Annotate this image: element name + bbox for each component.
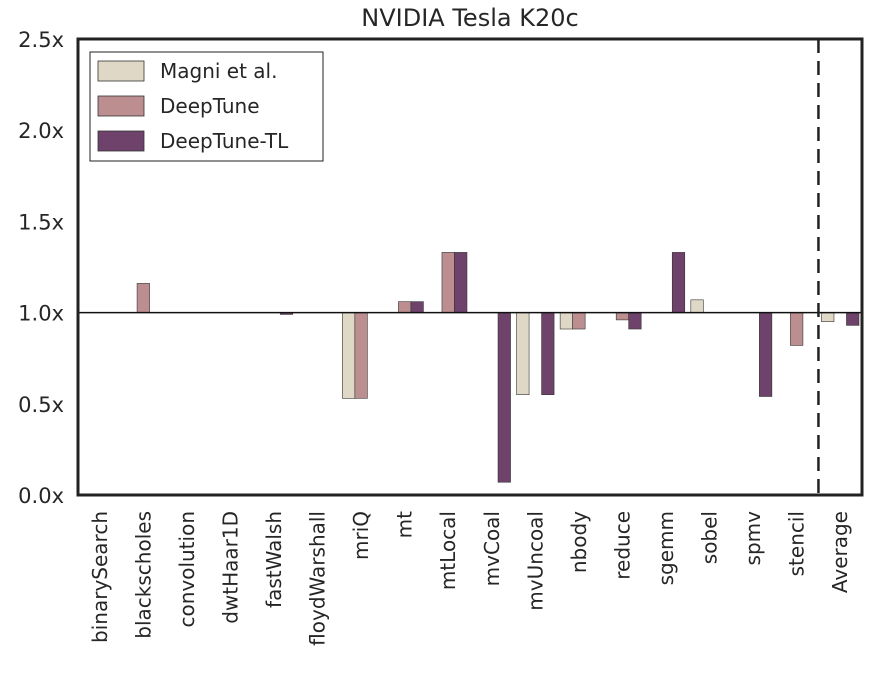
x-tick-label: nbody <box>567 511 591 573</box>
x-tick-label: mtLocal <box>436 511 460 590</box>
bar-nbody-deeptune <box>572 312 586 330</box>
bar-reduce-deeptune <box>615 312 629 321</box>
plot-frame <box>76 37 864 497</box>
bar-blackscholes-deeptune <box>136 283 150 313</box>
x-tick-label: blackscholes <box>131 511 155 639</box>
y-tick-label: 1.0x <box>18 302 64 326</box>
bar-mtLocal-deeptune-tl <box>454 252 468 313</box>
y-tick-label: 0.5x <box>18 393 64 417</box>
x-tick-label: binarySearch <box>88 511 112 643</box>
legend-label: DeepTune-TL <box>160 129 289 153</box>
x-tick-label: sgemm <box>654 511 678 585</box>
legend-swatch <box>97 130 145 152</box>
x-tick-label: Average <box>828 511 852 593</box>
bar-stencil-deeptune <box>790 312 804 346</box>
bar-mvUncoal-deeptune-tl <box>541 312 555 395</box>
x-axis-ticks: binarySearch blackscholes convolution dwtHa… <box>88 511 852 646</box>
x-tick-label: stencil <box>785 511 809 576</box>
x-tick-label: spmv <box>741 511 765 566</box>
legend-label: DeepTune <box>160 94 260 118</box>
bar-reduce-deeptune-tl <box>628 312 642 330</box>
legend: Magni et al. DeepTune DeepTune-TL <box>89 51 324 162</box>
bar-mt-deeptune-tl <box>410 301 424 313</box>
x-tick-label: fastWalsh <box>262 511 286 608</box>
legend-swatch <box>97 95 145 117</box>
x-tick-label: convolution <box>175 511 199 628</box>
y-tick-label: 0.0x <box>18 484 64 508</box>
bar-mriQ-magni-et-al- <box>342 312 356 399</box>
x-tick-label: mvUncoal <box>523 511 547 611</box>
x-tick-label: mt <box>393 511 417 538</box>
y-axis-ticks: 0.0x 0.5x 1.0x 1.5x 2.0x 2.5x <box>18 28 64 508</box>
legend-swatch <box>97 60 145 82</box>
x-tick-label: reduce <box>610 511 634 580</box>
bars-layer <box>136 252 860 483</box>
x-tick-label: sobel <box>698 511 722 564</box>
y-tick-label: 2.5x <box>18 28 64 52</box>
bar-sobel-magni-et-al- <box>690 299 704 313</box>
x-tick-label: dwtHaar1D <box>218 511 242 624</box>
bar-mvUncoal-magni-et-al- <box>516 312 530 395</box>
bar-Average-deeptune-tl <box>846 312 860 326</box>
bar-spmv-deeptune-tl <box>759 312 773 397</box>
y-tick-label: 2.0x <box>18 119 64 143</box>
x-tick-label: mriQ <box>349 511 373 560</box>
bar-mvCoal-deeptune-tl <box>497 312 511 483</box>
bar-mriQ-deeptune <box>354 312 368 399</box>
x-tick-label: mvCoal <box>480 511 504 586</box>
bar-mtLocal-deeptune <box>441 252 455 313</box>
chart-title: NVIDIA Tesla K20c <box>361 4 578 32</box>
bar-sgemm-deeptune-tl <box>671 252 686 313</box>
bar-nbody-magni-et-al- <box>559 312 573 330</box>
x-tick-label: floydWarshall <box>306 511 330 646</box>
bar-Average-magni-et-al- <box>821 312 835 323</box>
bar-mt-deeptune <box>398 301 412 313</box>
y-tick-label: 1.5x <box>18 210 64 234</box>
legend-label: Magni et al. <box>160 59 277 83</box>
